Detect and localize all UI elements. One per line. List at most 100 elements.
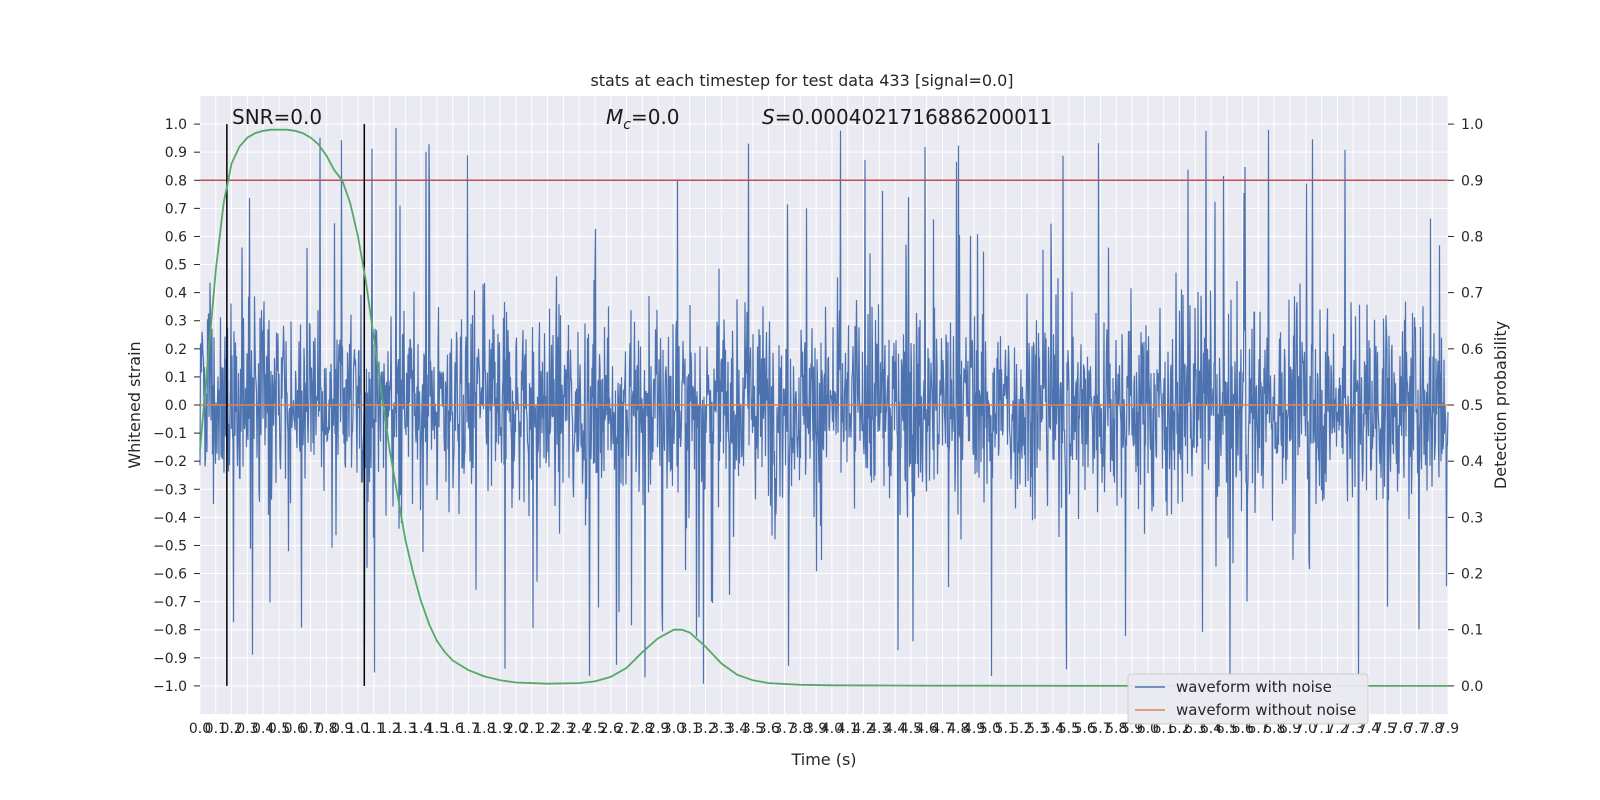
x-tick-label: 5.6 [1074,721,1096,737]
x-tick-label: 6.7 [1247,721,1269,737]
legend-entry-clean: waveform without noise [1176,701,1356,719]
x-tick-label: 1.1 [363,721,385,737]
x-tick-label: 0.3 [236,721,258,737]
y2-tick-label: 0.1 [1461,623,1483,639]
x-tick-label: 5.2 [1010,721,1032,737]
x-tick-label: 0.0 [189,721,211,737]
x-tick-label: 5.9 [1121,721,1143,737]
y-axis-label: Whitened strain [125,341,144,468]
x-tick-label: 2.8 [631,721,653,737]
y2-tick-label: 0.4 [1461,454,1483,470]
x-tick-label: 2.9 [647,721,669,737]
x-tick-label: 4.8 [947,721,969,737]
window-markers [226,124,366,686]
x-tick-label: 4.4 [884,721,906,737]
y-tick-label: 0.6 [165,229,187,245]
y-tick-label: 0.2 [165,342,187,358]
x-tick-label: 6.2 [1168,721,1190,737]
x-tick-label: 0.2 [220,721,242,737]
x-tick-label: 0.7 [299,721,321,737]
y-tick-label: 0.9 [165,145,187,161]
x-tick-label: 6.0 [1137,721,1159,737]
s-value: =0.0004021716886200011 [775,105,1053,129]
x-tick-label: 4.5 [900,721,922,737]
x-tick-label: 5.4 [1042,721,1064,737]
x-tick-label: 1.0 [347,721,369,737]
chart-title: stats at each timestep for test data 433… [590,71,1013,90]
s-symbol: S [762,105,775,129]
x-tick-label: 5.5 [1058,721,1080,737]
x-tick-label: 3.3 [710,721,732,737]
x-tick-label: 6.4 [1200,721,1222,737]
x-tick-label: 2.6 [600,721,622,737]
y-tick-label: −0.2 [153,454,187,470]
mc-symbol: M [606,105,623,129]
y2-tick-label: 0.7 [1461,286,1483,302]
x-tick-label: 7.9 [1437,721,1459,737]
x-tick-label: 2.4 [568,721,590,737]
x-tick-label: 4.0 [821,721,843,737]
y-tick-label: −0.7 [153,595,187,611]
y2-tick-label: 0.3 [1461,510,1483,526]
legend-box [1127,673,1369,725]
x-tick-label: 5.1 [995,721,1017,737]
y-tick-label: 0.0 [165,398,187,414]
y-tick-label: −1.0 [153,679,187,695]
x-tick-label: 0.4 [252,721,274,737]
x-tick-label: 7.3 [1342,721,1364,737]
y2-tick-label: 0.6 [1461,342,1483,358]
y-tick-label: −0.6 [153,567,187,583]
x-tick-label: 1.5 [426,721,448,737]
x-tick-label: 4.6 [916,721,938,737]
x-tick-label: 1.7 [457,721,479,737]
y-tick-label: 1.0 [165,117,187,133]
x-tick-label: 6.3 [1184,721,1206,737]
x-axis-label: Time (s) [790,750,856,769]
x-tick-label: 5.7 [1089,721,1111,737]
x-tick-label: 5.8 [1105,721,1127,737]
legend-entry-noise: waveform with noise [1176,678,1332,696]
y-tick-label: −0.4 [153,510,187,526]
noise-waveform-line [199,127,1449,684]
x-tick-label: 3.5 [742,721,764,737]
x-tick-label: 6.5 [1216,721,1238,737]
y-tick-label: −0.9 [153,651,187,667]
x-tick-label: 2.7 [615,721,637,737]
y-tick-label: 0.5 [165,258,187,274]
x-tick-label: 7.1 [1310,721,1332,737]
x-tick-label: 3.0 [663,721,685,737]
x-tick-label: 7.8 [1421,721,1443,737]
x-tick-label: 2.5 [584,721,606,737]
x-tick-label: 4.9 [963,721,985,737]
y2-axis-label: Detection probability [1491,321,1510,489]
x-tick-label: 7.6 [1389,721,1411,737]
x-tick-label: 6.1 [1153,721,1175,737]
x-tick-label: 5.0 [979,721,1001,737]
x-tick-label: 3.4 [726,721,748,737]
x-tick-label: 4.2 [852,721,874,737]
x-tick-label: 0.9 [331,721,353,737]
y-tick-labels: −1.0 −0.9 −0.8 −0.7 −0.6 −0.5 −0.4 −0.3 −0.2 −0.1… [153,117,200,695]
x-tick-label: 6.6 [1232,721,1254,737]
y-tick-label: 0.7 [165,201,187,217]
x-tick-label: 3.2 [694,721,716,737]
y-tick-label: 0.3 [165,314,187,330]
x-tick-label: 3.8 [789,721,811,737]
y2-tick-label: 0.0 [1461,679,1483,695]
x-tick-label: 2.0 [505,721,527,737]
y-tick-label: 0.4 [165,286,187,302]
x-tick-label: 0.8 [315,721,337,737]
x-tick-label: 4.1 [837,721,859,737]
x-tick-label: 7.2 [1326,721,1348,737]
x-tick-label: 3.1 [679,721,701,737]
mc-annotation: Mc=0.0 [606,105,680,133]
x-tick-label: 0.5 [268,721,290,737]
x-tick-label: 3.9 [805,721,827,737]
y-tick-label: 0.8 [165,173,187,189]
x-tick-label: 2.3 [552,721,574,737]
y2-tick-label: 1.0 [1461,117,1483,133]
noise-waveform [199,127,1449,684]
y-tick-label: −0.5 [153,538,187,554]
snr-annotation: SNR=0.0 [232,105,322,129]
